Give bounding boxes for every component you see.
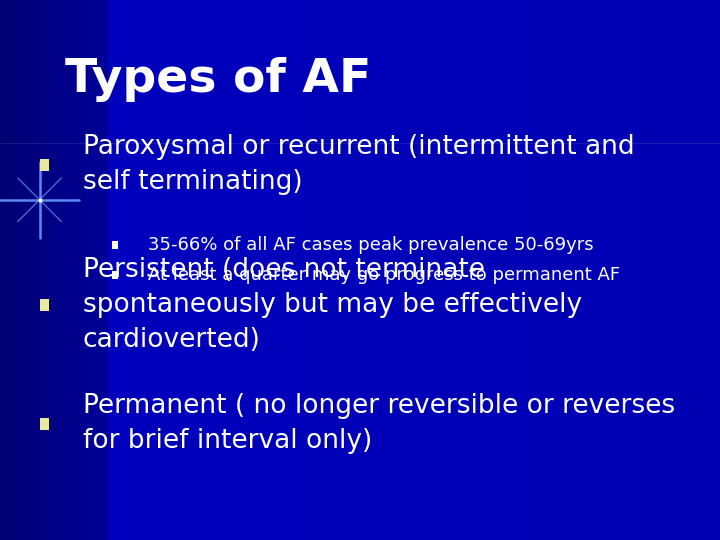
Text: Paroxysmal or recurrent (intermittent and
self terminating): Paroxysmal or recurrent (intermittent an… (83, 134, 634, 195)
Text: 35-66% of all AF cases peak prevalence 50-69yrs: 35-66% of all AF cases peak prevalence 5… (148, 236, 593, 254)
Text: At least a quarter may go progress to permanent AF: At least a quarter may go progress to pe… (148, 266, 620, 284)
Text: Permanent ( no longer reversible or reverses
for brief interval only): Permanent ( no longer reversible or reve… (83, 394, 675, 454)
Bar (112, 241, 118, 249)
Bar (112, 271, 118, 279)
Bar (40, 299, 49, 310)
Text: Persistent (does not terminate
spontaneously but may be effectively
cardioverted: Persistent (does not terminate spontaneo… (83, 256, 582, 353)
Bar (40, 418, 49, 430)
Bar (40, 159, 49, 171)
Text: Types of AF: Types of AF (65, 57, 372, 102)
